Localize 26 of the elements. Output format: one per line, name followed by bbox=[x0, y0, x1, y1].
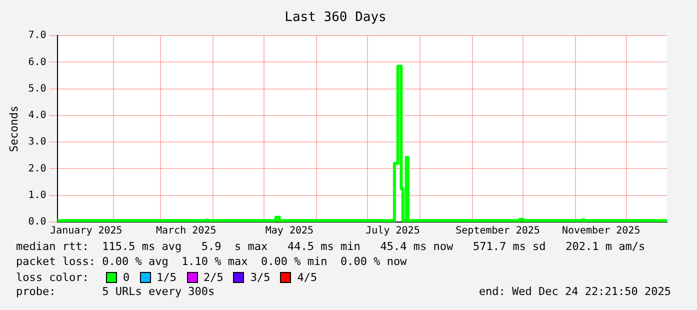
y-tick-label: 4.0 bbox=[28, 110, 46, 122]
text: loss color: bbox=[16, 271, 90, 284]
y-tick-label: 1.0 bbox=[28, 190, 46, 201]
text: end: Wed Dec 24 22:21:50 2025 bbox=[478, 285, 671, 300]
text: 0 bbox=[123, 271, 130, 284]
text: probe: 5 URLs every 300s bbox=[16, 285, 215, 300]
y-tick-label: 5.0 bbox=[28, 83, 46, 94]
x-tick-label: January 2025 bbox=[50, 226, 122, 237]
y-tick-label: 3.0 bbox=[28, 136, 46, 148]
text: 2/5 bbox=[204, 271, 224, 284]
text: median rtt: 115.5 ms avg 5.9 s max 44.5 ms min 45.4 ms now 571.7 ms sd 202.1 m am/s bbox=[16, 240, 646, 255]
x-tick-label: November 2025 bbox=[562, 226, 640, 237]
x-tick-label: July 2025 bbox=[366, 226, 420, 237]
text: 1/5 bbox=[156, 271, 176, 284]
y-tick-label: 0.0 bbox=[28, 216, 46, 228]
y-tick-label: 7.0 bbox=[28, 30, 46, 42]
chart-title: Last 360 Days bbox=[284, 10, 386, 26]
y-tick-label: 2.0 bbox=[28, 163, 46, 174]
y-axis-title: Seconds bbox=[7, 106, 20, 152]
text: 4/5 bbox=[297, 271, 318, 284]
text: 3/5 bbox=[250, 271, 270, 284]
text: packet loss: 0.00 % avg 1.10 % max 0.00 % min 0.00 % now bbox=[16, 255, 408, 270]
y-tick-label: 6.0 bbox=[28, 56, 46, 68]
x-tick-label: March 2025 bbox=[156, 226, 216, 237]
x-tick-label: May 2025 bbox=[265, 226, 314, 237]
x-tick-label: September 2025 bbox=[456, 226, 540, 237]
